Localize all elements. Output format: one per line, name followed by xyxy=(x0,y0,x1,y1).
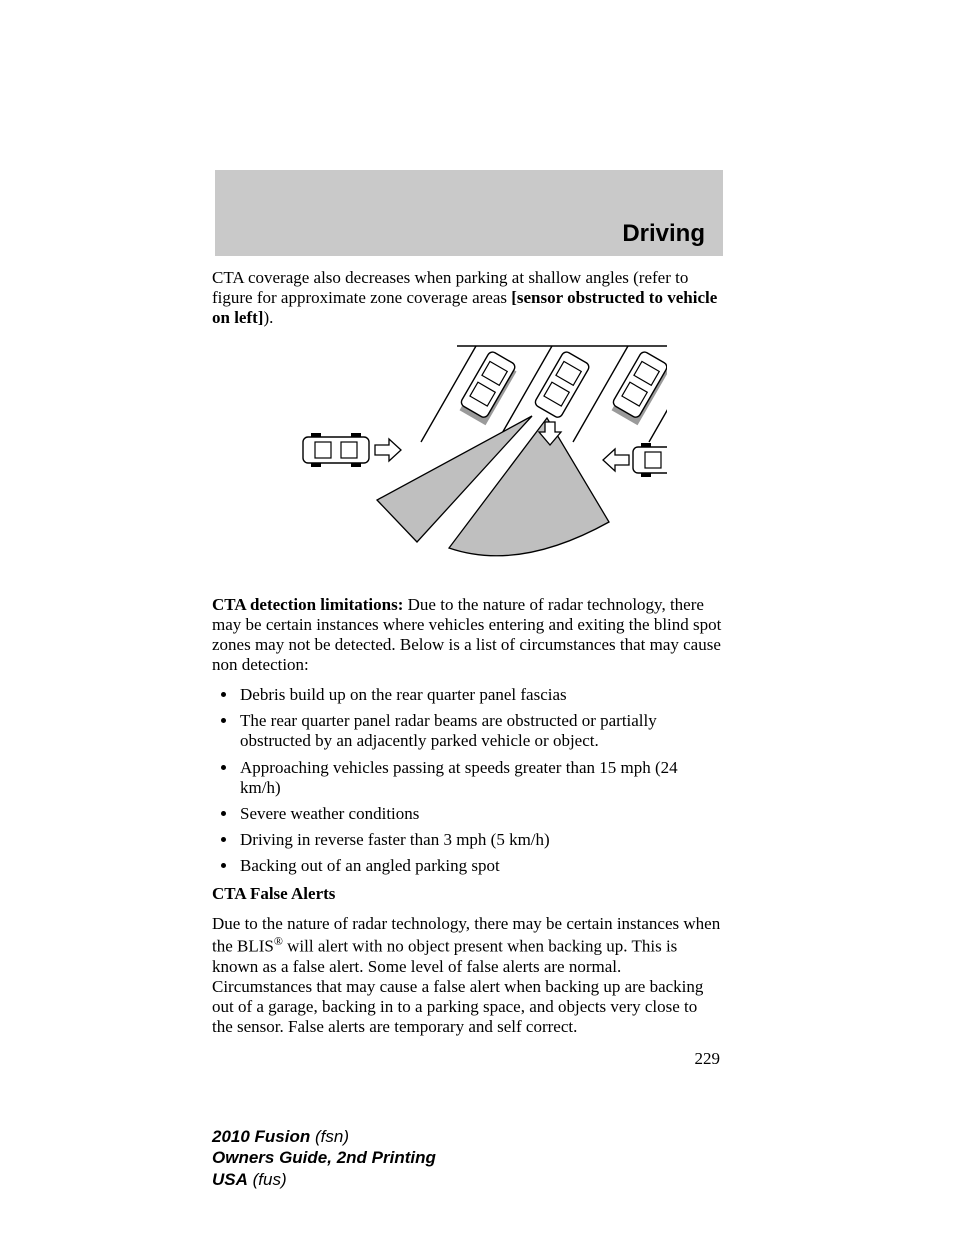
footer-line-3: USA (fus) xyxy=(212,1169,436,1190)
footer-guide: Owners Guide, 2nd Printing xyxy=(212,1148,436,1167)
page-number: 229 xyxy=(212,1049,722,1069)
footer-line-1: 2010 Fusion (fsn) xyxy=(212,1126,436,1147)
list-item: Backing out of an angled parking spot xyxy=(238,856,722,876)
section-title: Driving xyxy=(622,220,705,248)
body-content: CTA coverage also decreases when parking… xyxy=(212,268,722,1069)
false-text-b: will alert with no object present when b… xyxy=(212,937,703,1036)
page: Driving CTA coverage also decreases when… xyxy=(0,0,954,1235)
list-item: Severe weather conditions xyxy=(238,804,722,824)
footer-line-2: Owners Guide, 2nd Printing xyxy=(212,1147,436,1168)
limitations-label: CTA detection limitations: xyxy=(212,595,403,614)
diagram-container xyxy=(212,342,722,565)
list-item: Debris build up on the rear quarter pane… xyxy=(238,685,722,705)
footer-model: 2010 Fusion xyxy=(212,1127,310,1146)
footer-region: USA xyxy=(212,1170,248,1189)
footer-code-2: (fus) xyxy=(248,1170,287,1189)
false-alerts-heading: CTA False Alerts xyxy=(212,884,722,904)
paragraph-intro: CTA coverage also decreases when parking… xyxy=(212,268,722,328)
header-band: Driving xyxy=(215,170,723,256)
intro-text-b: ). xyxy=(263,308,273,327)
footer: 2010 Fusion (fsn) Owners Guide, 2nd Prin… xyxy=(212,1126,436,1190)
list-item: Driving in reverse faster than 3 mph (5 … xyxy=(238,830,722,850)
list-item: The rear quarter panel radar beams are o… xyxy=(238,711,722,751)
list-item: Approaching vehicles passing at speeds g… xyxy=(238,758,722,798)
limitations-list: Debris build up on the rear quarter pane… xyxy=(212,685,722,875)
paragraph-limitations: CTA detection limitations: Due to the na… xyxy=(212,595,722,675)
cta-coverage-diagram xyxy=(267,342,667,560)
paragraph-false-alerts: Due to the nature of radar technology, t… xyxy=(212,914,722,1037)
registered-mark: ® xyxy=(274,934,283,948)
footer-code-1: (fsn) xyxy=(310,1127,349,1146)
